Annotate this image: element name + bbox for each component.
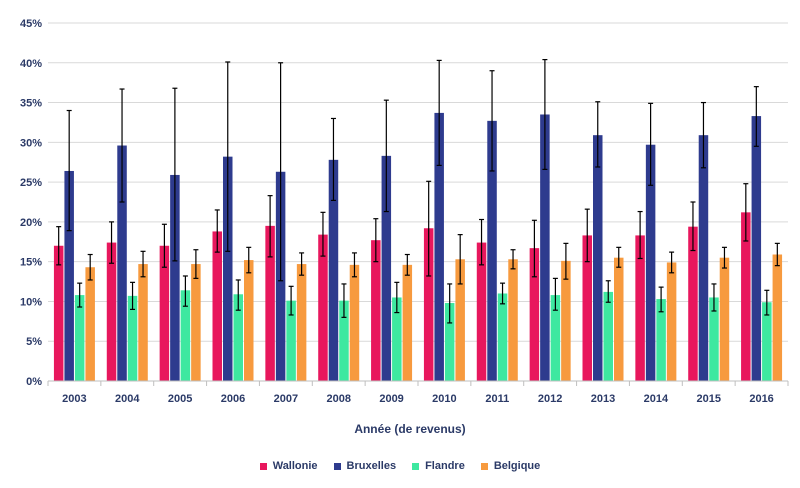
bar-bruxelles-2006: [223, 156, 233, 381]
bar-belgique-2015: [719, 257, 730, 381]
legend: Wallonie Bruxelles Flandre Belgique: [0, 460, 800, 472]
bar-wallonie-2006: [212, 231, 222, 381]
x-tick-label: 2011: [485, 393, 509, 405]
bar-wallonie-2003: [53, 245, 64, 381]
bar-wallonie-2004: [106, 242, 117, 381]
x-axis-label: Année (de revenus): [354, 422, 465, 436]
bar-bruxelles-2003: [64, 170, 74, 381]
bar-wallonie-2014: [635, 235, 645, 381]
bar-flandre-2016: [762, 302, 772, 381]
legend-item-belgique: Belgique: [480, 460, 541, 472]
bar-flandre-2013: [603, 291, 613, 381]
bar-flandre-2012: [550, 295, 561, 381]
bar-belgique-2014: [666, 262, 677, 381]
bar-belgique-2010: [455, 259, 465, 381]
bar-belgique-2012: [561, 260, 571, 381]
y-tick-label: 15%: [20, 257, 42, 269]
x-tick-label: 2016: [749, 393, 773, 405]
x-tick-label: 2004: [115, 393, 140, 405]
x-tick-label: 2009: [379, 393, 403, 405]
legend-item-flandre: Flandre: [412, 460, 465, 472]
legend-item-wallonie: Wallonie: [259, 460, 318, 472]
y-tick-label: 45%: [20, 18, 42, 30]
x-tick-label: 2012: [538, 393, 562, 405]
x-tick-label: 2010: [432, 393, 456, 405]
bar-bruxelles-2009: [381, 155, 392, 381]
bar-bruxelles-2004: [117, 145, 127, 381]
x-tick-label: 2005: [168, 393, 192, 405]
bar-flandre-2009: [392, 297, 402, 381]
bar-wallonie-2016: [741, 212, 751, 381]
bar-wallonie-2011: [476, 242, 487, 381]
bar-wallonie-2008: [318, 234, 328, 381]
bar-flandre-2015: [709, 297, 719, 381]
bars: [53, 112, 783, 382]
legend-swatch: [412, 462, 420, 470]
x-tick-label: 2003: [62, 393, 86, 405]
x-tick-label: 2006: [221, 393, 245, 405]
bar-belgique-2016: [772, 254, 783, 381]
y-tick-label: 0%: [26, 376, 42, 388]
bar-bruxelles-2015: [698, 135, 709, 381]
bar-belgique-2005: [191, 264, 201, 381]
y-tick-label: 5%: [26, 336, 42, 348]
x-tick-label: 2015: [696, 393, 720, 405]
bar-belgique-2008: [349, 264, 360, 381]
bar-flandre-2010: [444, 303, 455, 381]
bar-flandre-2008: [339, 300, 349, 381]
bar-belgique-2006: [244, 260, 254, 381]
bar-flandre-2007: [286, 300, 296, 381]
bar-wallonie-2010: [423, 228, 434, 381]
error-bars: [56, 58, 780, 324]
bar-wallonie-2015: [688, 226, 698, 381]
x-tick-label: 2013: [591, 393, 615, 405]
y-tick-label: 40%: [20, 58, 42, 70]
x-tick-label: 2007: [274, 393, 298, 405]
bar-belgique-2007: [296, 264, 307, 381]
bar-flandre-2014: [656, 299, 666, 381]
y-tick-label: 35%: [20, 98, 42, 110]
bar-bruxelles-2016: [751, 116, 762, 381]
bar-wallonie-2007: [265, 225, 275, 381]
bar-belgique-2003: [85, 267, 95, 381]
bar-flandre-2011: [497, 293, 508, 381]
bar-belgique-2013: [614, 257, 624, 381]
bar-belgique-2004: [138, 264, 148, 381]
bar-flandre-2006: [233, 294, 243, 381]
legend-swatch: [259, 462, 267, 470]
bar-wallonie-2013: [582, 235, 592, 381]
y-tick-label: 25%: [20, 177, 42, 189]
x-tick-label: 2008: [326, 393, 350, 405]
bar-belgique-2011: [508, 259, 518, 381]
y-tick-label: 30%: [20, 137, 42, 149]
y-tick-label: 10%: [20, 296, 42, 308]
bar-wallonie-2012: [529, 248, 540, 381]
bar-bruxelles-2013: [593, 135, 603, 381]
bar-bruxelles-2014: [645, 144, 656, 381]
legend-label: Belgique: [493, 460, 541, 472]
y-axis-ticks: 0% 5% 10% 15% 20% 25% 30% 35% 40% 45%: [20, 18, 42, 388]
y-tick-label: 20%: [20, 217, 42, 229]
bar-flandre-2004: [127, 295, 138, 381]
bar-bruxelles-2005: [170, 174, 180, 381]
bar-flandre-2003: [74, 295, 85, 381]
legend-swatch: [333, 462, 341, 470]
bar-bruxelles-2011: [487, 120, 497, 381]
bar-flandre-2005: [180, 290, 191, 381]
legend-item-bruxelles: Bruxelles: [333, 460, 397, 472]
bar-bruxelles-2008: [328, 159, 339, 381]
bar-wallonie-2009: [371, 240, 381, 381]
x-axis: 2003 2004 2005 2006 2007 2008 2009 2010 2011 2012…: [47, 380, 789, 405]
legend-label: Flandre: [425, 460, 465, 472]
legend-label: Wallonie: [272, 460, 318, 472]
legend-swatch: [480, 462, 488, 470]
bar-belgique-2009: [402, 264, 413, 381]
bar-bruxelles-2010: [434, 112, 444, 382]
gridlines: [48, 22, 788, 382]
legend-label: Bruxelles: [346, 460, 397, 472]
bar-wallonie-2005: [159, 245, 170, 381]
x-tick-label: 2014: [644, 393, 669, 405]
bar-bruxelles-2012: [540, 114, 550, 381]
